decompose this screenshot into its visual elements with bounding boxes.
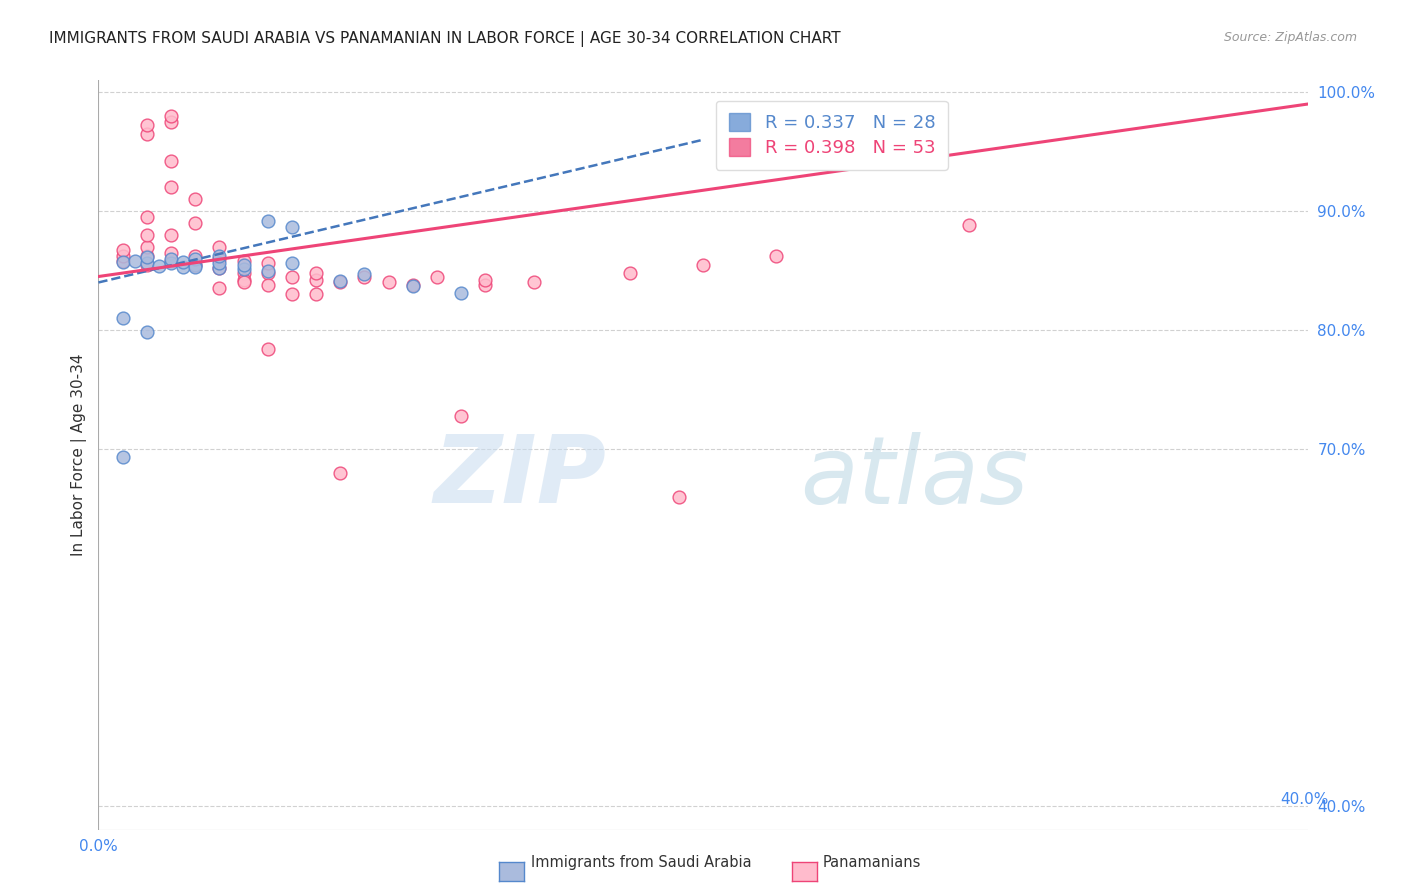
Point <box>160 227 183 242</box>
Text: Source: ZipAtlas.com: Source: ZipAtlas.com <box>1223 31 1357 45</box>
Point <box>184 249 207 263</box>
Point <box>474 277 496 292</box>
Point <box>111 450 134 465</box>
Point <box>124 254 146 268</box>
Point <box>160 256 183 270</box>
Point <box>184 258 207 272</box>
Point <box>402 277 425 292</box>
Point <box>305 287 328 301</box>
Point <box>135 240 157 254</box>
Text: 40.0%: 40.0% <box>1281 792 1329 807</box>
Point <box>208 261 231 276</box>
Point <box>172 260 194 274</box>
Point <box>377 276 399 290</box>
Point <box>232 262 254 277</box>
Point <box>135 258 157 272</box>
Point <box>474 273 496 287</box>
Point <box>692 258 714 272</box>
Point <box>450 409 472 423</box>
Point <box>160 254 183 268</box>
Point <box>111 254 134 268</box>
Point <box>281 287 304 301</box>
Point <box>184 216 207 230</box>
Point <box>111 249 134 263</box>
Point <box>353 269 375 284</box>
Point <box>305 266 328 280</box>
Point <box>160 109 183 123</box>
Point <box>148 259 170 273</box>
Point <box>184 192 207 206</box>
Point <box>208 252 231 266</box>
Point <box>184 258 207 272</box>
Text: atlas: atlas <box>800 432 1028 523</box>
Point <box>523 276 546 290</box>
Point <box>160 115 183 129</box>
Point <box>160 180 183 194</box>
Text: ZIP: ZIP <box>433 432 606 524</box>
Point <box>450 286 472 301</box>
Point <box>329 276 352 290</box>
Point <box>208 256 231 270</box>
Point <box>135 210 157 224</box>
Point <box>208 249 231 263</box>
Point <box>426 269 449 284</box>
Point <box>256 266 278 280</box>
Point <box>135 249 157 263</box>
Point <box>281 256 304 270</box>
Point <box>172 255 194 269</box>
Point <box>232 258 254 272</box>
Point <box>135 326 157 340</box>
Point <box>256 213 278 227</box>
Legend: R = 0.337   N = 28, R = 0.398   N = 53: R = 0.337 N = 28, R = 0.398 N = 53 <box>716 101 948 169</box>
Point <box>232 254 254 268</box>
Point <box>160 252 183 266</box>
Point <box>329 466 352 480</box>
Point <box>305 273 328 287</box>
Point <box>232 273 254 287</box>
Text: IMMIGRANTS FROM SAUDI ARABIA VS PANAMANIAN IN LABOR FORCE | AGE 30-34 CORRELATIO: IMMIGRANTS FROM SAUDI ARABIA VS PANAMANI… <box>49 31 841 47</box>
Point <box>135 251 157 265</box>
Point <box>957 219 980 233</box>
Point <box>281 269 304 284</box>
Point <box>765 249 787 263</box>
Point <box>208 281 231 295</box>
Point <box>353 267 375 281</box>
Point <box>111 255 134 269</box>
Point <box>256 277 278 292</box>
Point <box>329 274 352 288</box>
Point <box>402 279 425 293</box>
Text: Immigrants from Saudi Arabia: Immigrants from Saudi Arabia <box>531 855 752 870</box>
Point <box>135 119 157 133</box>
Point <box>160 154 183 169</box>
Point <box>668 490 690 504</box>
Point <box>135 227 157 242</box>
Point <box>184 260 207 274</box>
Point <box>160 245 183 260</box>
Text: Panamanians: Panamanians <box>823 855 921 870</box>
Point <box>208 261 231 276</box>
Point <box>135 256 157 270</box>
Point <box>135 127 157 141</box>
Point <box>256 256 278 270</box>
Point <box>232 276 254 290</box>
Point <box>111 244 134 258</box>
Point <box>256 263 278 277</box>
Point <box>619 266 641 280</box>
Point <box>184 252 207 266</box>
Point <box>111 311 134 326</box>
Point <box>232 266 254 280</box>
Point <box>256 342 278 356</box>
Y-axis label: In Labor Force | Age 30-34: In Labor Force | Age 30-34 <box>72 353 87 557</box>
Point <box>208 240 231 254</box>
Point <box>281 219 304 234</box>
